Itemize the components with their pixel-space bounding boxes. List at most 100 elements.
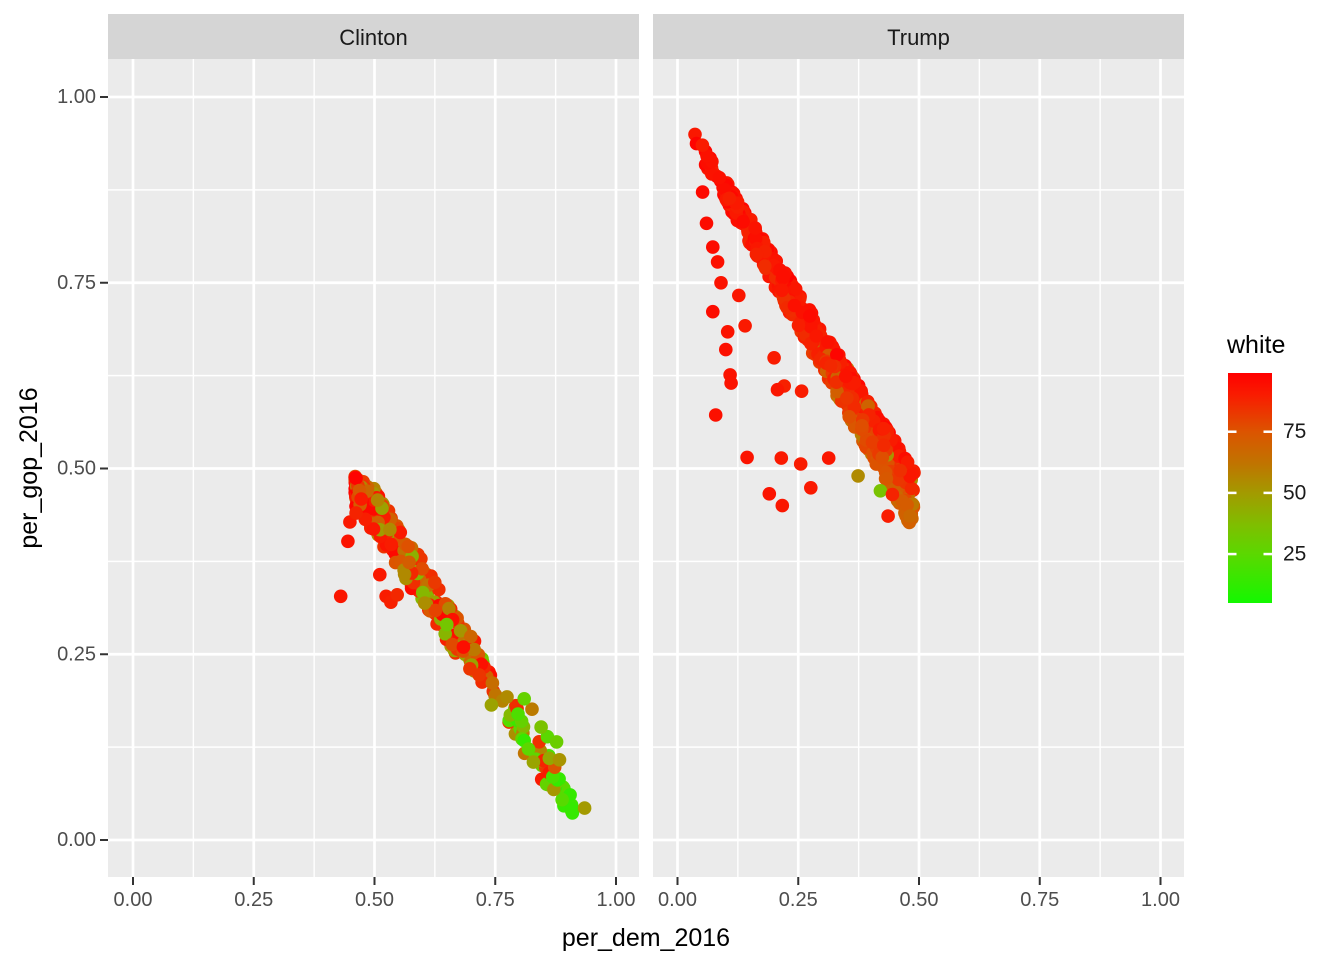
x-axis-tick-label: 0.50 [900,889,939,911]
data-point [794,384,809,399]
data-point [526,755,541,769]
scatter-points [333,127,921,820]
data-point [803,309,817,323]
y-axis-tick-label: 0.00 [57,829,96,851]
data-point [555,792,569,807]
data-point [383,522,397,537]
data-point [384,537,399,552]
data-point [549,735,564,749]
x-axis-tick-label: 0.00 [114,889,153,911]
data-point [839,369,853,384]
x-axis-tick-label: 1.00 [597,889,636,911]
data-point [397,567,412,582]
data-point [712,170,727,185]
data-point [511,707,525,721]
data-point [793,457,808,471]
data-point [830,348,844,362]
data-point [767,351,781,365]
data-point [770,382,785,397]
y-axis-tick-label: 1.00 [57,86,96,108]
data-point [695,185,710,199]
data-point [776,269,791,283]
data-point [758,259,772,274]
data-point [877,438,891,453]
data-point [445,637,460,652]
data-point [824,359,838,373]
data-point [699,216,714,231]
data-point [885,487,900,502]
data-point [722,191,737,206]
data-point [393,525,408,540]
data-point [903,509,917,523]
data-point [881,509,895,523]
x-axis-tick-label: 1.00 [1141,889,1180,911]
data-point [500,690,514,704]
data-point [415,562,429,576]
data-point [736,215,750,229]
data-point [428,603,443,618]
data-point [865,435,880,450]
data-point [738,319,752,333]
gridlines [108,59,1184,877]
data-point [851,469,865,483]
data-point [366,522,381,536]
data-point [893,463,907,478]
data-point [787,298,802,313]
legend-tick-label: 75 [1283,420,1306,443]
data-point [724,376,738,390]
data-point [521,742,536,756]
data-point [748,231,763,246]
data-point [700,149,714,163]
data-point [791,318,806,333]
data-point [749,247,764,262]
data-point [708,408,723,422]
data-point [517,692,531,706]
facet-strip-clinton [108,14,639,59]
data-point [706,304,720,319]
data-point [577,801,592,815]
data-point [788,282,803,296]
data-point [463,662,477,676]
y-axis-title: per_gop_2016 [15,387,43,548]
data-point [732,288,746,303]
x-axis-tick-label: 0.00 [658,889,697,911]
data-point [440,617,454,632]
x-axis-tick-label: 0.50 [355,889,394,911]
data-point [842,410,856,424]
data-point [428,575,442,590]
data-point [720,325,735,339]
data-point [879,471,894,486]
data-point [349,471,363,486]
data-point [904,481,919,496]
data-point [740,450,754,465]
data-point [402,555,416,570]
data-point [875,450,890,465]
data-point [775,283,789,298]
data-point [442,601,456,616]
data-point [333,589,348,604]
data-point [821,451,836,465]
y-axis-tick-label: 0.75 [57,272,96,294]
x-axis-tick-label: 0.25 [779,889,818,911]
data-point [552,753,567,767]
data-point [349,506,363,520]
x-axis-title: per_dem_2016 [562,924,730,952]
data-point [900,498,914,512]
x-axis-tick-label: 0.75 [1020,889,1059,911]
data-point [464,629,478,644]
data-point [804,481,818,495]
data-point [774,451,789,465]
data-point [840,391,854,405]
x-axis-tick-label: 0.75 [476,889,515,911]
legend-tick-label: 25 [1283,543,1306,566]
facet-strip-trump [653,14,1184,59]
data-point [467,642,482,657]
y-axis-tick-label: 0.25 [57,643,96,665]
data-point [415,585,430,600]
axis-ticks-and-labels: 0.00 0.25 0.50 0.75 1.00 0.00 0.25 0.50 0.75 1.00… [57,86,1180,911]
legend-ticks: 75 50 25 [1228,420,1306,566]
data-point [417,596,432,610]
x-axis-tick-label: 0.25 [234,889,273,911]
